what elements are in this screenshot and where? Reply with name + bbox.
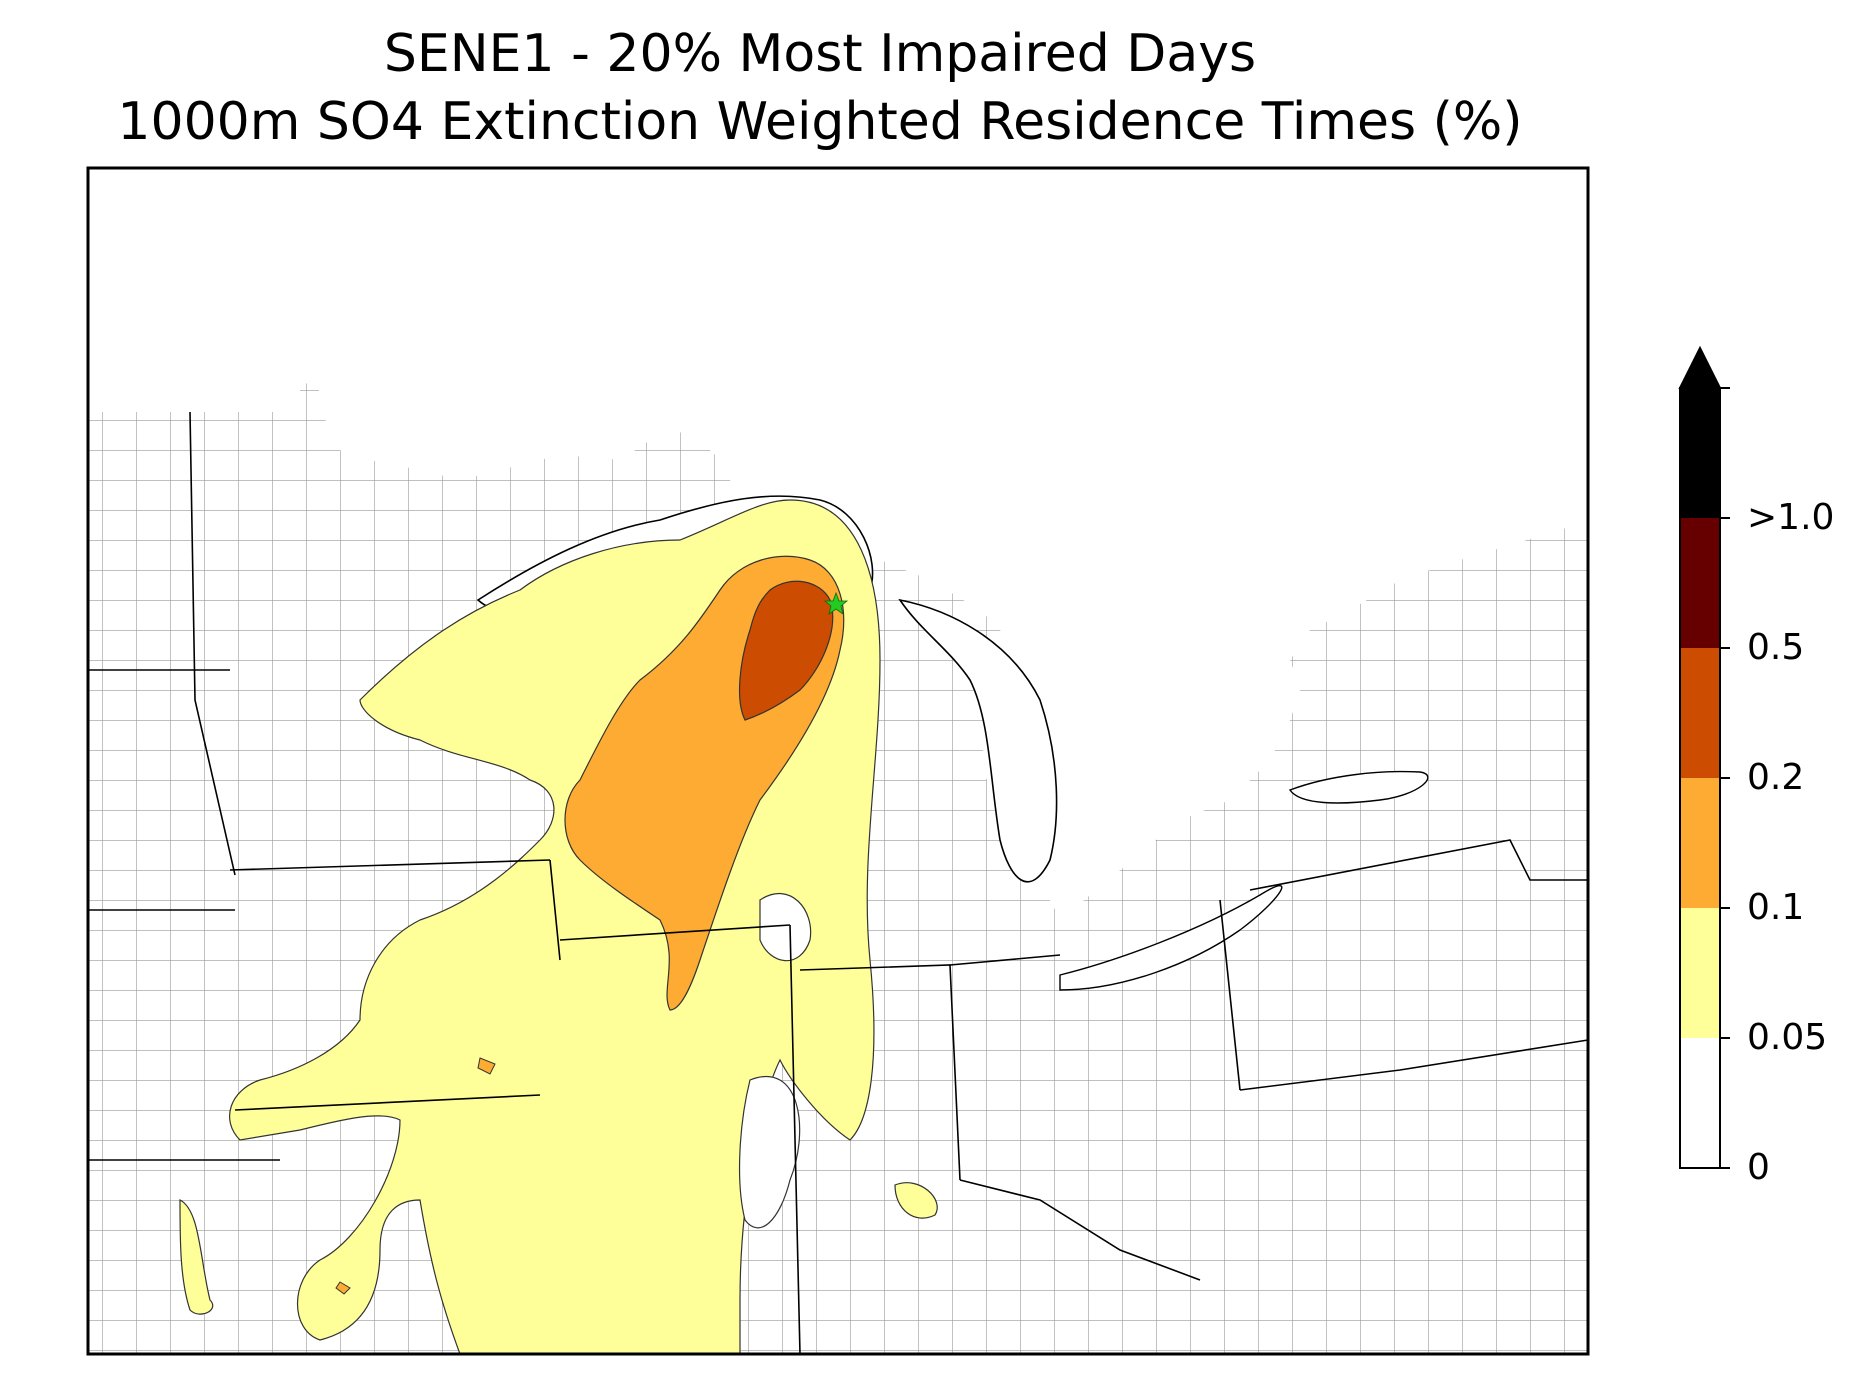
contour-hole-illinois	[738, 1076, 801, 1229]
colorbar-tick-label: 0.5	[1747, 627, 1805, 668]
colorbar-band	[1680, 518, 1720, 648]
map-title-line-1: SENE1 - 20% Most Impaired Days	[383, 24, 1257, 84]
contour-speck-1	[477, 1057, 496, 1075]
star-icon	[823, 591, 849, 615]
contour-hole-michigan	[759, 893, 812, 962]
colorbar-tick-label: 0	[1747, 1147, 1770, 1188]
lake-huron	[898, 598, 1058, 883]
lake-erie	[1059, 885, 1283, 991]
contour-blob-2	[894, 1182, 938, 1219]
map-frame	[86, 166, 1590, 1356]
colorbar-extend-arrow	[1678, 345, 1722, 389]
contour-0-2	[738, 580, 834, 721]
colorbar-tick-label: 0.1	[1747, 887, 1805, 928]
state-borders	[88, 411, 1588, 1354]
map-title-line-2: 1000m SO4 Extinction Weighted Residence …	[117, 92, 1523, 152]
colorbar-band	[1680, 778, 1720, 908]
colorbar-tick-label: >1.0	[1747, 497, 1835, 538]
contour-speck-2	[335, 1281, 351, 1295]
colorbar-band	[1680, 648, 1720, 778]
colorbar-tick-label: 0.2	[1747, 757, 1805, 798]
colorbar-band	[1680, 1038, 1720, 1168]
colorbar-band	[1680, 388, 1720, 518]
colorbar-band	[1680, 908, 1720, 1038]
contour-blob-1	[179, 1199, 214, 1315]
colorbar-tick-label: 0.05	[1747, 1017, 1828, 1058]
lake-ontario	[1288, 770, 1429, 804]
